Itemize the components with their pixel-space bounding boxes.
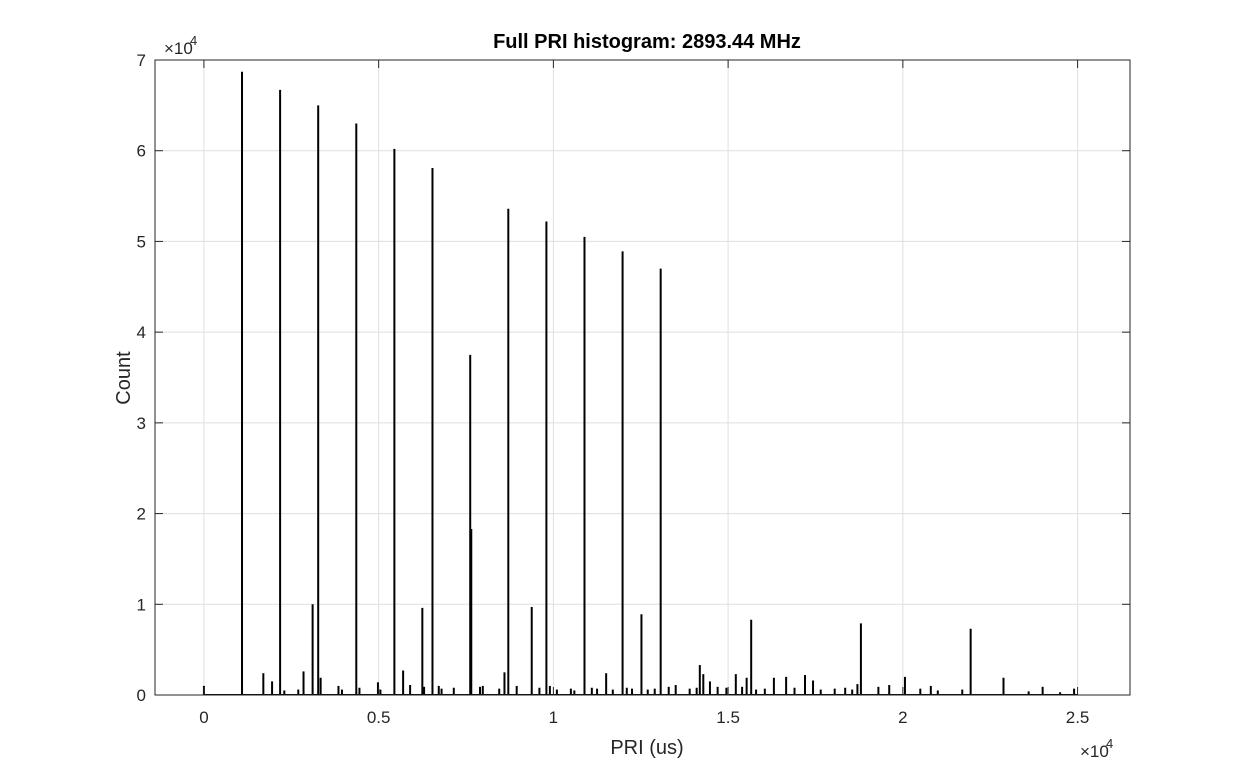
y-multiplier-exponent: 4: [190, 33, 197, 48]
y-tick-label: 4: [137, 323, 146, 342]
grid-lines: [155, 59, 1130, 696]
x-tick-label: 2.5: [1066, 708, 1090, 727]
x-axis-label: PRI (us): [610, 737, 683, 759]
y-tick-label: 1: [137, 595, 146, 614]
x-tick-label: 2: [898, 708, 907, 727]
x-multiplier-base: ×10: [1080, 742, 1109, 761]
x-tick-label: 0.5: [367, 708, 391, 727]
y-tick-label: 3: [137, 414, 146, 433]
y-tick-label: 0: [137, 686, 146, 705]
y-tick-label: 2: [137, 505, 146, 524]
x-multiplier-exponent: 4: [1106, 736, 1113, 751]
y-tick-label: 5: [137, 232, 146, 251]
y-multiplier-base: ×10: [164, 39, 193, 58]
x-tick-label: 1.5: [716, 708, 740, 727]
y-axis-label: Count: [113, 351, 135, 405]
axes-box: [154, 59, 1131, 696]
x-tick-label: 0: [199, 708, 208, 727]
tick-labels: 0 0.5 1 1.5 2 2.5 0 1 2 3 4 5 6 7: [137, 51, 1090, 727]
x-tick-label: 1: [549, 708, 558, 727]
x-axis-multiplier: ×10 4: [1080, 736, 1113, 761]
histogram-bars: [202, 71, 1078, 695]
chart-title: Full PRI histogram: 2893.44 MHz: [493, 31, 801, 53]
y-axis-multiplier: ×10 4: [164, 33, 197, 58]
axes: [154, 59, 1131, 696]
y-tick-label: 7: [137, 51, 146, 70]
y-tick-label: 6: [137, 142, 146, 161]
